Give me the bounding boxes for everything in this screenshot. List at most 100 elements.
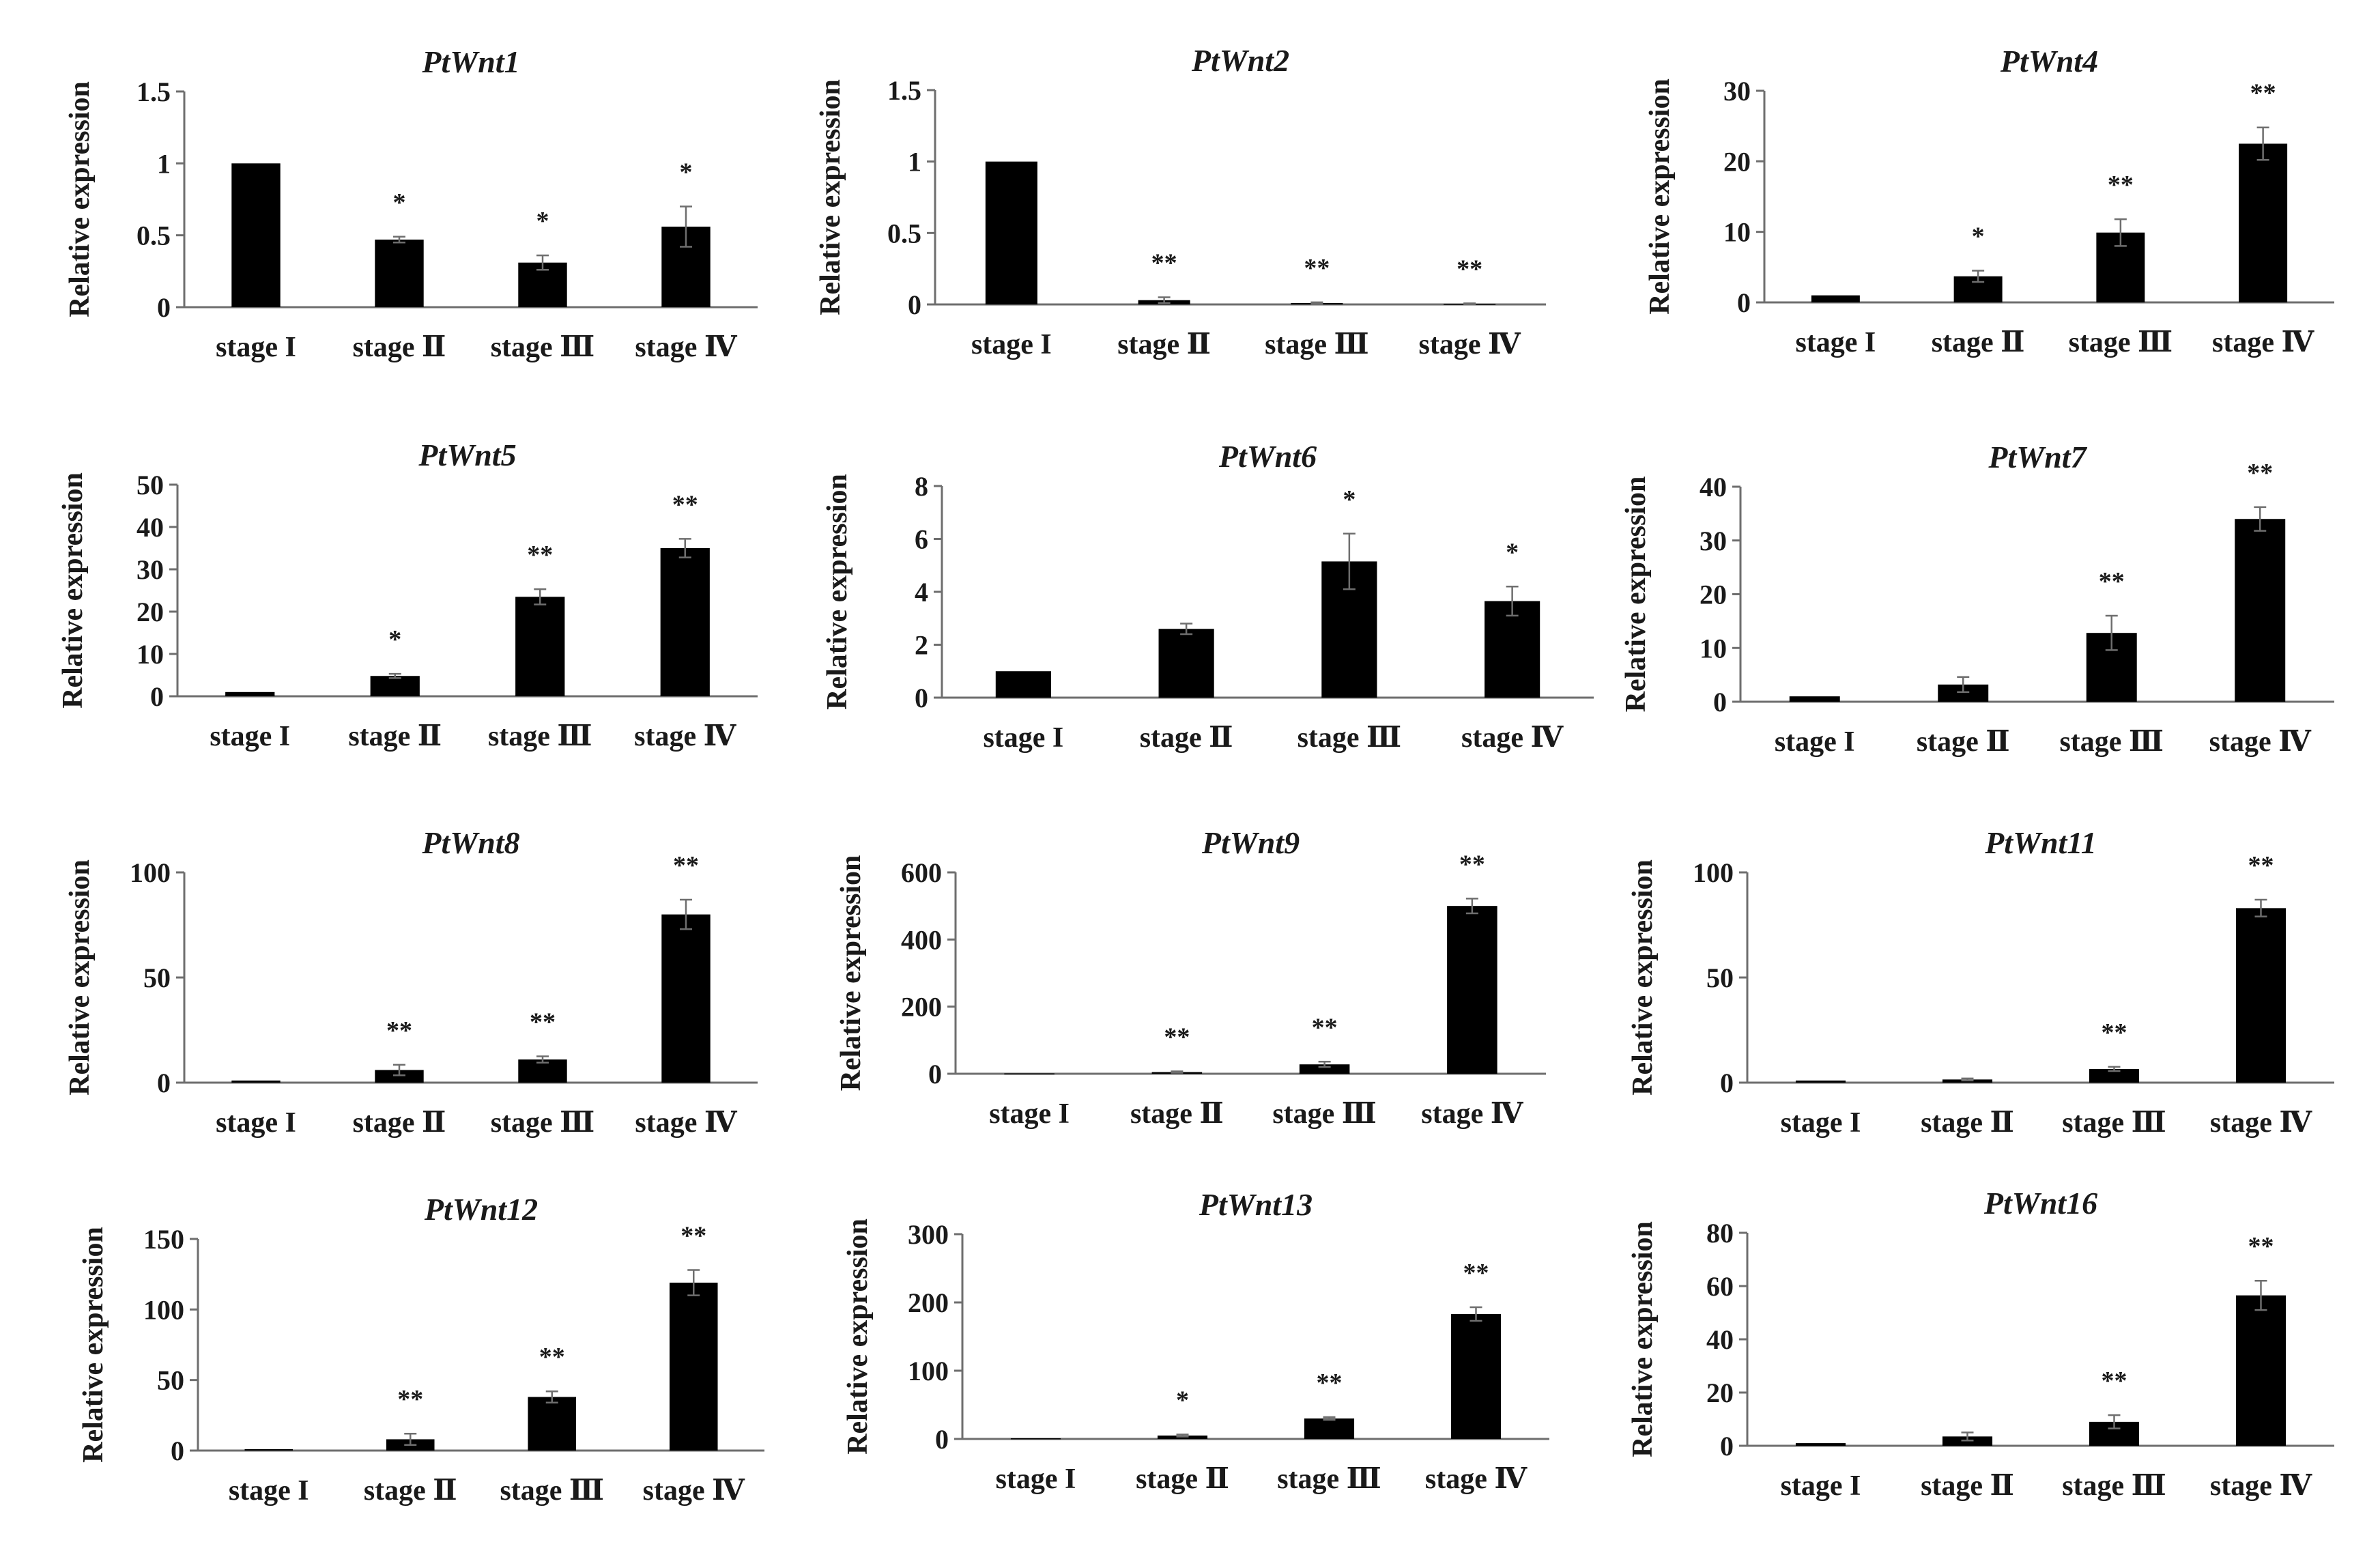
y-axis-label: Relative expression xyxy=(57,472,89,709)
y-tick-label: 1 xyxy=(157,148,171,179)
x-tick-label: stage Ⅳ xyxy=(1425,1464,1528,1495)
significance-marker: ** xyxy=(1463,1259,1489,1287)
y-tick-label: 1 xyxy=(908,147,921,177)
y-tick-label: 50 xyxy=(1706,962,1734,993)
x-tick-label: stage Ⅱ xyxy=(364,1475,457,1507)
bar-2 xyxy=(1158,629,1214,698)
chart-panel-PtWnt7: PtWnt7 Relative expression 0 10 20 30 40 stage … xyxy=(1620,440,2334,758)
significance-marker: ** xyxy=(2250,79,2276,108)
y-axis-label: Relative expression xyxy=(1644,79,1676,315)
y-tick-label: 200 xyxy=(908,1287,949,1318)
x-tick-label: stage I xyxy=(1781,1107,1861,1139)
x-tick-label: stage Ⅱ xyxy=(1932,327,2025,358)
bar-1 xyxy=(1789,696,1840,702)
significance-marker: ** xyxy=(1312,1013,1338,1042)
x-tick-label: stage Ⅲ xyxy=(488,721,592,752)
y-tick-label: 300 xyxy=(908,1219,949,1250)
bar-2 xyxy=(375,239,424,307)
y-axis-label: Relative expression xyxy=(1627,1221,1659,1457)
bar-4 xyxy=(1485,601,1540,698)
x-tick-label: stage Ⅳ xyxy=(2209,726,2312,758)
significance-marker: ** xyxy=(1164,1023,1190,1052)
significance-marker: ** xyxy=(2248,1232,2274,1261)
significance-marker: ** xyxy=(1317,1369,1343,1397)
significance-marker: ** xyxy=(1457,255,1482,283)
significance-marker: ** xyxy=(673,851,699,880)
y-tick-label: 0 xyxy=(1720,1068,1734,1098)
significance-marker: ** xyxy=(539,1343,565,1371)
chart-panel-PtWnt2: PtWnt2 Relative expression 0 0.5 1 1.5 stage I… xyxy=(815,43,1546,360)
x-tick-label: stage Ⅲ xyxy=(491,1107,595,1139)
y-tick-label: 100 xyxy=(908,1356,949,1386)
y-axis-label: Relative expression xyxy=(64,859,96,1096)
significance-marker: ** xyxy=(2108,171,2134,199)
y-tick-label: 0.5 xyxy=(137,220,171,251)
x-tick-label: stage Ⅱ xyxy=(1130,1098,1224,1130)
bar-4 xyxy=(660,548,710,696)
y-tick-label: 0 xyxy=(928,1059,942,1089)
chart-panel-PtWnt13: PtWnt13 Relative expression 0 100 200 300 stag… xyxy=(842,1187,1549,1495)
y-axis-label: Relative expression xyxy=(835,855,867,1092)
bar-3 xyxy=(2089,1068,2140,1083)
chart-title: PtWnt1 xyxy=(421,44,519,79)
x-tick-label: stage Ⅳ xyxy=(2212,327,2314,358)
y-tick-label: 400 xyxy=(901,924,942,955)
y-tick-label: 100 xyxy=(1693,857,1734,888)
significance-marker: ** xyxy=(2099,567,2125,596)
x-tick-label: stage I xyxy=(983,722,1063,754)
y-tick-label: 30 xyxy=(1700,526,1727,556)
y-tick-label: 600 xyxy=(901,857,942,888)
y-tick-label: 0 xyxy=(1713,687,1727,717)
chart-title: PtWnt2 xyxy=(1191,43,1289,78)
significance-marker: * xyxy=(388,625,401,654)
significance-marker: ** xyxy=(397,1385,423,1414)
y-tick-label: 0 xyxy=(157,1068,171,1098)
x-tick-label: stage Ⅲ xyxy=(1272,1098,1377,1130)
x-tick-label: stage Ⅲ xyxy=(2062,1107,2166,1139)
significance-marker: ** xyxy=(530,1008,556,1037)
y-tick-label: 1.5 xyxy=(887,75,921,106)
y-tick-label: 10 xyxy=(1700,633,1727,664)
x-tick-label: stage I xyxy=(216,332,296,363)
x-tick-label: stage I xyxy=(1795,327,1876,358)
chart-title: PtWnt8 xyxy=(421,825,519,860)
chart-title: PtWnt7 xyxy=(1988,440,2087,474)
chart-panel-PtWnt12: PtWnt12 Relative expression 0 50 100 150 stage… xyxy=(78,1192,764,1507)
y-axis-label: Relative expression xyxy=(78,1227,109,1463)
y-tick-label: 50 xyxy=(143,962,171,993)
significance-marker: ** xyxy=(527,541,553,569)
chart-title: PtWnt5 xyxy=(418,438,516,472)
bar-4 xyxy=(1447,906,1497,1074)
significance-marker: ** xyxy=(2102,1018,2127,1047)
y-tick-label: 0.5 xyxy=(887,218,921,248)
bar-4 xyxy=(1450,1314,1502,1439)
x-tick-label: stage Ⅳ xyxy=(1461,722,1564,754)
x-tick-label: stage I xyxy=(996,1464,1076,1495)
x-tick-label: stage Ⅲ xyxy=(1277,1464,1381,1495)
chart-title: PtWnt9 xyxy=(1201,825,1300,860)
significance-marker: ** xyxy=(680,1221,706,1250)
significance-marker: * xyxy=(1506,538,1519,567)
y-tick-label: 0 xyxy=(935,1424,949,1455)
y-tick-label: 2 xyxy=(915,630,928,661)
x-tick-label: stage Ⅱ xyxy=(1117,329,1211,360)
x-tick-label: stage Ⅳ xyxy=(1421,1098,1523,1130)
chart-panel-PtWnt5: PtWnt5 Relative expression 0 10 20 30 40 50 stag… xyxy=(57,438,758,752)
y-tick-label: 100 xyxy=(143,1294,184,1325)
chart-panel-PtWnt9: PtWnt9 Relative expression 0 200 400 600 stage… xyxy=(835,825,1546,1130)
y-tick-label: 20 xyxy=(1723,146,1751,177)
y-tick-label: 10 xyxy=(137,639,164,670)
bar-1 xyxy=(1004,1073,1055,1075)
y-tick-label: 150 xyxy=(143,1224,184,1255)
y-tick-label: 0 xyxy=(1720,1431,1734,1461)
y-tick-label: 40 xyxy=(1706,1324,1734,1355)
x-tick-label: stage Ⅱ xyxy=(353,1107,446,1139)
y-tick-label: 30 xyxy=(1723,76,1751,106)
chart-title: PtWnt11 xyxy=(1984,825,2097,860)
significance-marker: ** xyxy=(2248,851,2274,880)
significance-marker: ** xyxy=(1304,254,1330,283)
y-tick-label: 20 xyxy=(1700,580,1727,610)
x-tick-label: stage Ⅲ xyxy=(500,1475,604,1507)
bar-1 xyxy=(985,161,1037,304)
x-tick-label: stage Ⅳ xyxy=(643,1475,745,1507)
